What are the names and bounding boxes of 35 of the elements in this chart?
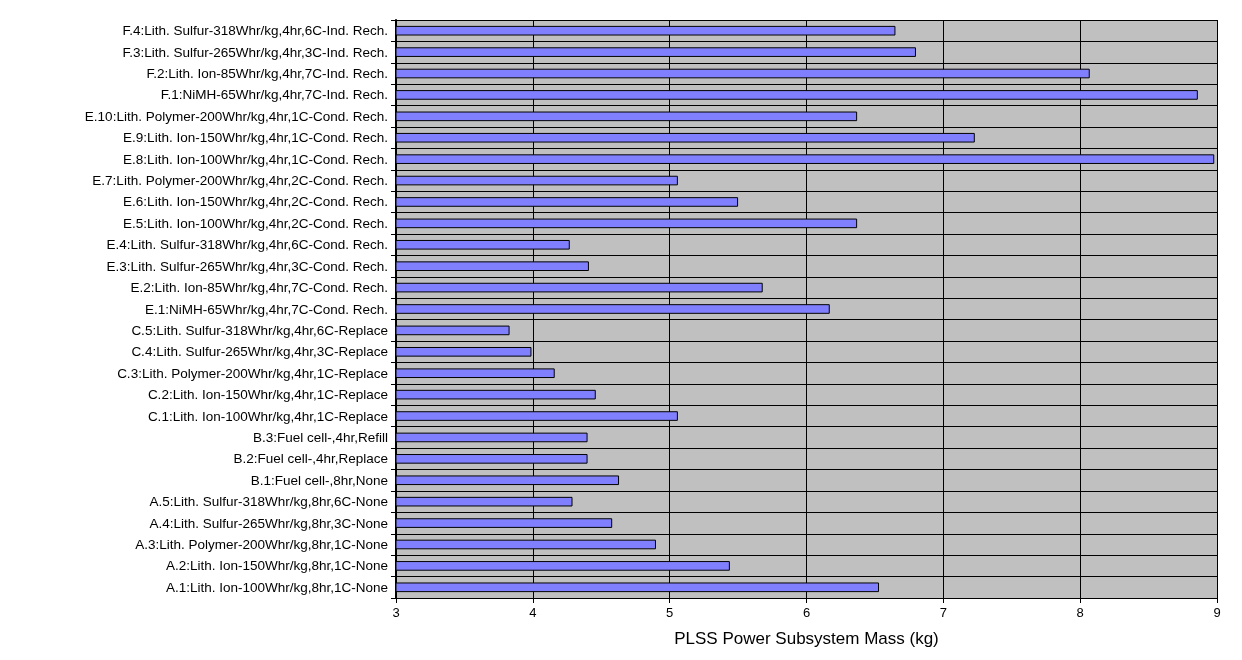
y-tick-label: E.8:Lith. Ion-100Whr/kg,4hr,1C-Cond. Rech. xyxy=(123,151,388,167)
y-tick-label: B.3:Fuel cell-,4hr,Refill xyxy=(252,429,388,445)
y-tick-label: E.10:Lith. Polymer-200Whr/kg,4hr,1C-Cond. Rech. xyxy=(84,108,388,124)
y-tick-label: F.2:Lith. Ion-85Whr/kg,4hr,7C-Ind. Rech. xyxy=(146,66,388,82)
y-tick-label: A.3:Lith. Polymer-200Whr/kg,8hr,1C-None xyxy=(135,536,388,552)
y-tick-label: E.7:Lith. Polymer-200Whr/kg,4hr,2C-Cond. Rech. xyxy=(92,173,388,189)
x-tick-label: 3 xyxy=(392,605,400,620)
y-tick-label: E.3:Lith. Sulfur-265Whr/kg,4hr,3C-Cond. Rech. xyxy=(106,258,388,274)
y-tick-label: A.2:Lith. Ion-150Whr/kg,8hr,1C-None xyxy=(165,558,388,574)
y-tick-label: C.3:Lith. Polymer-200Whr/kg,4hr,1C-Replace xyxy=(117,365,388,381)
y-tick-label: B.2:Fuel cell-,4hr,Replace xyxy=(233,451,388,467)
y-tick-label: E.9:Lith. Ion-150Whr/kg,4hr,1C-Cond. Rech. xyxy=(123,130,388,146)
x-tick-label: 5 xyxy=(666,605,674,620)
x-axis-title: PLSS Power Subsystem Mass (kg) xyxy=(674,629,939,648)
y-tick-label: A.4:Lith. Sulfur-265Whr/kg,8hr,3C-None xyxy=(149,515,388,531)
y-tick-label: E.5:Lith. Ion-100Whr/kg,4hr,2C-Cond. Rech. xyxy=(123,215,388,231)
x-tick-label: 7 xyxy=(939,605,947,620)
y-tick-label: F.1:NiMH-65Whr/kg,4hr,7C-Ind. Rech. xyxy=(160,87,388,103)
y-tick-label: C.2:Lith. Ion-150Whr/kg,4hr,1C-Replace xyxy=(147,387,388,403)
x-tick-label: 6 xyxy=(802,605,811,620)
y-tick-label: E.1:NiMH-65Whr/kg,4hr,7C-Cond. Rech. xyxy=(144,301,388,317)
y-tick-label: E.2:Lith. Ion-85Whr/kg,4hr,7C-Cond. Rech. xyxy=(130,280,388,296)
y-tick-label: C.5:Lith. Sulfur-318Whr/kg,4hr,6C-Replace xyxy=(131,322,388,338)
y-tick-label: E.4:Lith. Sulfur-318Whr/kg,4hr,6C-Cond. Rech. xyxy=(106,237,388,253)
x-tick-label: 9 xyxy=(1213,605,1221,620)
y-tick-label: A.5:Lith. Sulfur-318Whr/kg,8hr,6C-None xyxy=(149,494,388,510)
y-tick-label: E.6:Lith. Ion-150Whr/kg,4hr,2C-Cond. Rech. xyxy=(123,194,388,210)
x-tick-label: 4 xyxy=(529,605,537,620)
y-tick-label: A.1:Lith. Ion-100Whr/kg,8hr,1C-None xyxy=(165,579,388,595)
x-tick-label: 8 xyxy=(1076,605,1084,620)
y-tick-label: C.1:Lith. Ion-100Whr/kg,4hr,1C-Replace xyxy=(147,408,388,424)
y-tick-label: C.4:Lith. Sulfur-265Whr/kg,4hr,3C-Replace xyxy=(131,344,388,360)
y-tick-label: B.1:Fuel cell-,8hr,None xyxy=(250,472,388,488)
y-tick-label: F.3:Lith. Sulfur-265Whr/kg,4hr,3C-Ind. Rech. xyxy=(122,44,388,60)
y-tick-label: F.4:Lith. Sulfur-318Whr/kg,4hr,6C-Ind. Rech. xyxy=(122,23,388,39)
